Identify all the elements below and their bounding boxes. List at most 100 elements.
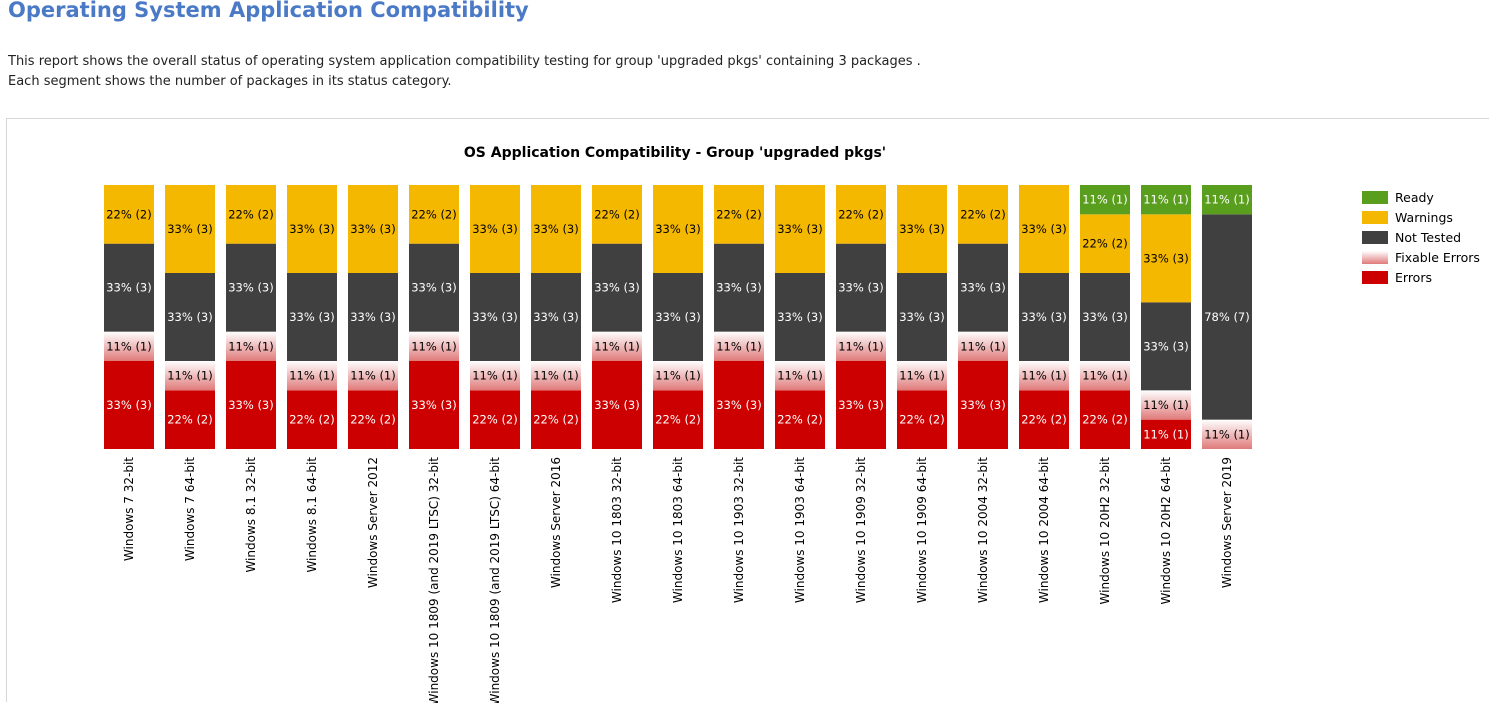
bar-segment-errors xyxy=(1080,390,1130,449)
legend-swatch-fixable-errors xyxy=(1362,251,1388,264)
bar-segment-errors xyxy=(653,390,703,449)
bar-segment-errors xyxy=(287,390,337,449)
bar-segment-fixable-errors xyxy=(165,361,215,391)
bar-segment-fixable-errors xyxy=(592,331,642,361)
data-label: 11% (1) xyxy=(1143,427,1189,441)
legend-label-ready: Ready xyxy=(1395,190,1434,205)
data-label: 22% (2) xyxy=(350,413,396,427)
x-tick-label: Windows 10 20H2 32-bit xyxy=(1098,457,1112,605)
data-label: 33% (3) xyxy=(228,281,274,295)
data-label: 22% (2) xyxy=(106,207,152,221)
data-label: 11% (1) xyxy=(350,369,396,383)
data-label: 33% (3) xyxy=(289,222,335,236)
bar-segment-errors xyxy=(897,390,947,449)
x-tick-label: Windows 10 1809 (and 2019 LTSC) 64-bit xyxy=(488,457,502,703)
bar-segment-errors xyxy=(836,361,886,449)
data-label: 11% (1) xyxy=(472,369,518,383)
bar-segment-fixable-errors xyxy=(775,361,825,391)
data-label: 11% (1) xyxy=(777,369,823,383)
data-label: 33% (3) xyxy=(777,310,823,324)
bar-segment-warnings xyxy=(714,185,764,244)
bar-segment-warnings xyxy=(958,185,1008,244)
chart-panel: OS Application Compatibility - Group 'up… xyxy=(6,118,1489,703)
bar-segment-warnings xyxy=(165,185,215,273)
data-label: 11% (1) xyxy=(533,369,579,383)
x-tick-label: Windows 10 1809 (and 2019 LTSC) 32-bit xyxy=(427,457,441,703)
data-label: 33% (3) xyxy=(411,398,457,412)
bar-segment-fixable-errors xyxy=(1080,361,1130,391)
chart-title: OS Application Compatibility - Group 'up… xyxy=(464,145,886,161)
bar-segment-ready xyxy=(1080,185,1130,215)
bar-segment-fixable-errors xyxy=(897,361,947,391)
data-label: 33% (3) xyxy=(106,398,152,412)
bar-segment-warnings xyxy=(287,185,337,273)
data-label: 11% (1) xyxy=(1082,369,1128,383)
bar-segment-not-tested xyxy=(592,243,642,332)
data-label: 11% (1) xyxy=(1143,398,1189,412)
bar-segment-not-tested xyxy=(1202,214,1252,420)
bar-segment-not-tested xyxy=(836,243,886,332)
data-label: 33% (3) xyxy=(1021,310,1067,324)
legend-swatch-warnings xyxy=(1362,211,1388,224)
data-label: 33% (3) xyxy=(472,310,518,324)
data-label: 33% (3) xyxy=(350,310,396,324)
bar-segment-fixable-errors xyxy=(409,331,459,361)
bar-segment-not-tested xyxy=(1080,273,1130,361)
bar-segment-errors xyxy=(165,390,215,449)
bar-segment-warnings xyxy=(897,185,947,273)
legend-label-not-tested: Not Tested xyxy=(1395,230,1461,245)
x-tick-label: Windows Server 2019 xyxy=(1220,457,1234,588)
bar-segment-errors xyxy=(531,390,581,449)
x-tick-label: Windows 10 1803 64-bit xyxy=(671,457,685,603)
chart-legend: Ready Warnings Not Tested Fixable Errors Err… xyxy=(1362,190,1480,285)
x-tick-label: Windows 10 2004 64-bit xyxy=(1037,457,1051,603)
bar-segment-warnings xyxy=(592,185,642,244)
data-label: 22% (2) xyxy=(655,413,701,427)
data-label: 33% (3) xyxy=(594,398,640,412)
data-label: 33% (3) xyxy=(472,222,518,236)
bar-segment-fixable-errors xyxy=(348,361,398,391)
bar-segment-not-tested xyxy=(348,273,398,361)
bar-segment-fixable-errors xyxy=(104,331,154,361)
x-tick-label: Windows 7 64-bit xyxy=(183,457,197,561)
data-label: 33% (3) xyxy=(899,310,945,324)
bar-segment-not-tested xyxy=(897,273,947,361)
data-label: 33% (3) xyxy=(1021,222,1067,236)
data-label: 33% (3) xyxy=(411,281,457,295)
bar-segment-ready xyxy=(1141,185,1191,215)
data-label: 11% (1) xyxy=(960,339,1006,353)
data-label: 33% (3) xyxy=(838,398,884,412)
data-label: 33% (3) xyxy=(533,310,579,324)
bar-segment-fixable-errors xyxy=(653,361,703,391)
data-label: 22% (2) xyxy=(777,413,823,427)
bar-segment-errors xyxy=(714,361,764,449)
legend-swatch-not-tested xyxy=(1362,231,1388,244)
bar-segment-not-tested xyxy=(714,243,764,332)
bar-segment-not-tested xyxy=(775,273,825,361)
bar-segment-fixable-errors xyxy=(470,361,520,391)
bar-segment-warnings xyxy=(775,185,825,273)
bar-segment-not-tested xyxy=(287,273,337,361)
bar-segment-warnings xyxy=(226,185,276,244)
bar-segment-not-tested xyxy=(226,243,276,332)
bar-segment-not-tested xyxy=(1141,302,1191,391)
bar-segment-not-tested xyxy=(165,273,215,361)
page-title: Operating System Application Compatibili… xyxy=(8,0,529,22)
bars-layer: 33% (3) 11% (1) 33% (3) 22% (2) 22% (2) 11% (… xyxy=(104,185,1252,449)
bar-segment-errors xyxy=(958,361,1008,449)
bar-segment-fixable-errors xyxy=(1019,361,1069,391)
bar-segment-not-tested xyxy=(409,243,459,332)
data-label: 22% (2) xyxy=(838,207,884,221)
data-label: 33% (3) xyxy=(1143,251,1189,265)
bar-segment-warnings xyxy=(104,185,154,244)
stacked-bar-chart: OS Application Compatibility - Group 'up… xyxy=(104,145,1480,703)
bar-segment-errors xyxy=(348,390,398,449)
data-label: 11% (1) xyxy=(655,369,701,383)
data-label: 22% (2) xyxy=(1082,237,1128,251)
data-label: 33% (3) xyxy=(167,310,213,324)
data-label: 33% (3) xyxy=(899,222,945,236)
data-label: 33% (3) xyxy=(655,310,701,324)
x-tick-label: Windows Server 2016 xyxy=(549,457,563,588)
data-label: 22% (2) xyxy=(1021,413,1067,427)
data-label: 33% (3) xyxy=(106,281,152,295)
